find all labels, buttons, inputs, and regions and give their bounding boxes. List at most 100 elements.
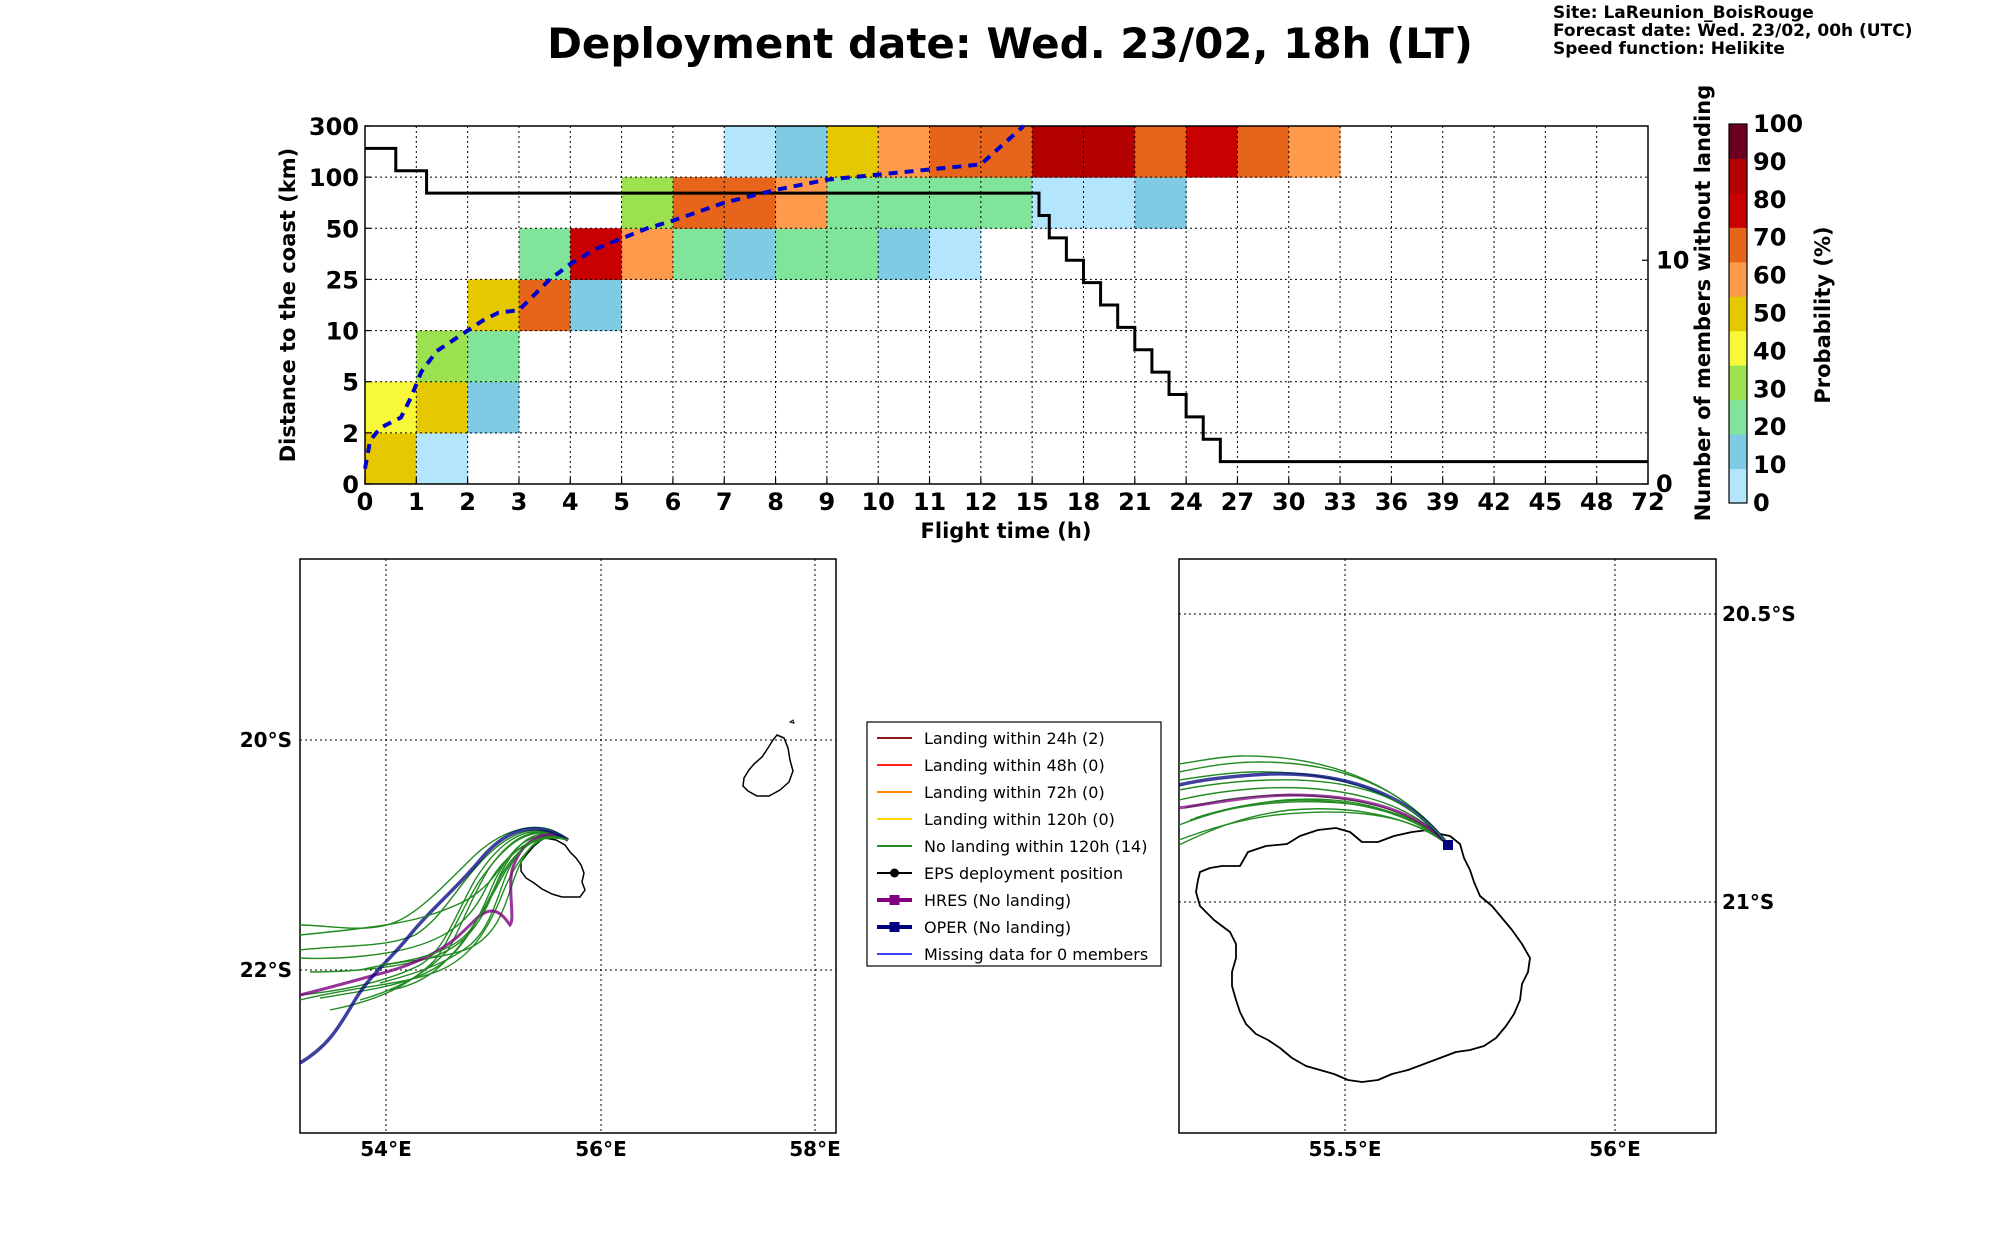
heatmap-cell [467, 330, 520, 383]
heatmap-cell [826, 228, 879, 280]
x-tick-label: 42 [1477, 488, 1510, 516]
colorbar-segment [1729, 468, 1747, 504]
y2-tick-label: 0 [1656, 470, 1673, 498]
trajectory [379, 835, 569, 966]
map-right-xtick: 56°E [1589, 1137, 1641, 1161]
legend-frame [866, 721, 1162, 967]
heatmap-cell [826, 126, 879, 178]
heatmap-cell [416, 432, 469, 485]
reunion-island-large [1438, 822, 1575, 850]
colorbar-tick-label: 10 [1753, 451, 1786, 479]
colorbar-segment [1729, 434, 1747, 470]
map-left-ytick: 20°S [240, 728, 292, 752]
trajectory [299, 829, 569, 951]
heatmap-cell [518, 228, 571, 280]
x-tick-label: 18 [1067, 488, 1100, 516]
x-tick-label: 5 [613, 488, 630, 516]
heatmap-cell [1032, 177, 1084, 229]
heatmap-cell [1083, 126, 1136, 178]
trajectory [359, 831, 569, 1001]
heatmap-cell [980, 177, 1033, 229]
colorbar-tick-label: 0 [1753, 489, 1770, 517]
heatmap-cell [826, 177, 879, 229]
colorbar-segment [1729, 261, 1747, 297]
x-tick-label: 27 [1221, 488, 1254, 516]
map-left-frame [299, 558, 837, 1134]
map-right-frame [1178, 558, 1717, 1134]
reunion-coastline [1449, 822, 1577, 844]
colorbar-tick-label: 100 [1753, 110, 1803, 138]
heatmap-cell [878, 177, 931, 229]
colorbar-segment [1729, 192, 1747, 228]
map-left: 54°E 56°E 58°E 20°S 22°S [240, 558, 841, 1161]
trajectory [1178, 761, 1449, 846]
x-tick-label: 1 [408, 488, 425, 516]
heatmap-cell [1237, 126, 1290, 178]
heatmap-cell [518, 279, 571, 332]
y-axis-label: Distance to the coast (km) [276, 148, 300, 463]
map-right-grid [1179, 559, 1716, 1133]
legend-marker [889, 895, 900, 905]
legend-marker [890, 868, 899, 878]
x-tick-label: 48 [1580, 488, 1613, 516]
colorbar-segment [1729, 399, 1747, 435]
trajectory [299, 837, 569, 960]
heatmap-cell [724, 126, 777, 178]
heatmap-cell [365, 432, 417, 485]
legend-marker [889, 922, 900, 932]
heatmap-cell [570, 279, 623, 332]
trajectory [1178, 811, 1449, 846]
x-tick-label: 39 [1426, 488, 1459, 516]
y-tick-label: 25 [326, 266, 359, 294]
heatmap-cell [878, 228, 931, 280]
colorbar-tick-label: 30 [1753, 375, 1786, 403]
x-tick-label: 9 [819, 488, 836, 516]
heatmap-cell [724, 228, 777, 280]
x-tick-label: 8 [767, 488, 784, 516]
colorbar-tick-label: 50 [1753, 300, 1786, 328]
colorbar-tick-label: 60 [1753, 262, 1786, 290]
legend-label: Landing within 48h (0) [924, 756, 1105, 775]
legend-label: Missing data for 0 members [924, 945, 1148, 964]
map-right: 55.5°E 56°E 20.5°S 21°S [1178, 558, 1796, 1161]
x-tick-label: 36 [1375, 488, 1408, 516]
colorbar-tick-label: 20 [1753, 413, 1786, 441]
map-left-xtick: 56°E [575, 1137, 627, 1161]
members-step-line [365, 146, 1648, 464]
heatmap-cell [416, 330, 469, 383]
heatmap-cell [929, 177, 982, 229]
y2-tick-label: 10 [1656, 246, 1689, 274]
x-tick-label: 30 [1272, 488, 1305, 516]
map-right-xtick: 55.5°E [1308, 1137, 1381, 1161]
colorbar-tick-label: 40 [1753, 337, 1786, 365]
forecast-info: Forecast date: Wed. 23/02, 00h (UTC) [1553, 21, 1912, 41]
colorbar-label: Probability (%) [1811, 226, 1835, 403]
x-tick-label: 10 [861, 488, 894, 516]
y-tick-label: 10 [326, 318, 359, 346]
heatmap-cell [775, 126, 828, 178]
x-tick-label: 33 [1323, 488, 1356, 516]
legend-label: No landing within 120h (14) [924, 837, 1147, 856]
trajectory [1178, 779, 1449, 846]
reunion-outline [1195, 827, 1531, 1083]
mauritius-island [742, 734, 794, 797]
trajectory [1189, 801, 1449, 846]
x-tick-label: 2 [459, 488, 476, 516]
trajectory [299, 835, 569, 1001]
legend-label: EPS deployment position [924, 864, 1123, 883]
trajectory [1178, 793, 1450, 847]
colorbar-segment [1729, 330, 1747, 366]
map-right-ytick: 21°S [1722, 890, 1774, 914]
x-tick-label: 6 [665, 488, 682, 516]
site-info: Site: LaReunion_BoisRouge [1553, 3, 1814, 23]
trajectory [329, 832, 569, 1011]
heatmap-cell [1186, 126, 1238, 178]
heatmap-cell [775, 228, 828, 280]
x-tick-label: 15 [1015, 488, 1048, 516]
map-left-grid [300, 559, 836, 1133]
legend-label: Landing within 24h (2) [924, 729, 1105, 748]
map-left-ytick: 22°S [240, 958, 292, 982]
heatmap-cell [672, 228, 725, 280]
y-tick-label: 2 [342, 420, 359, 448]
